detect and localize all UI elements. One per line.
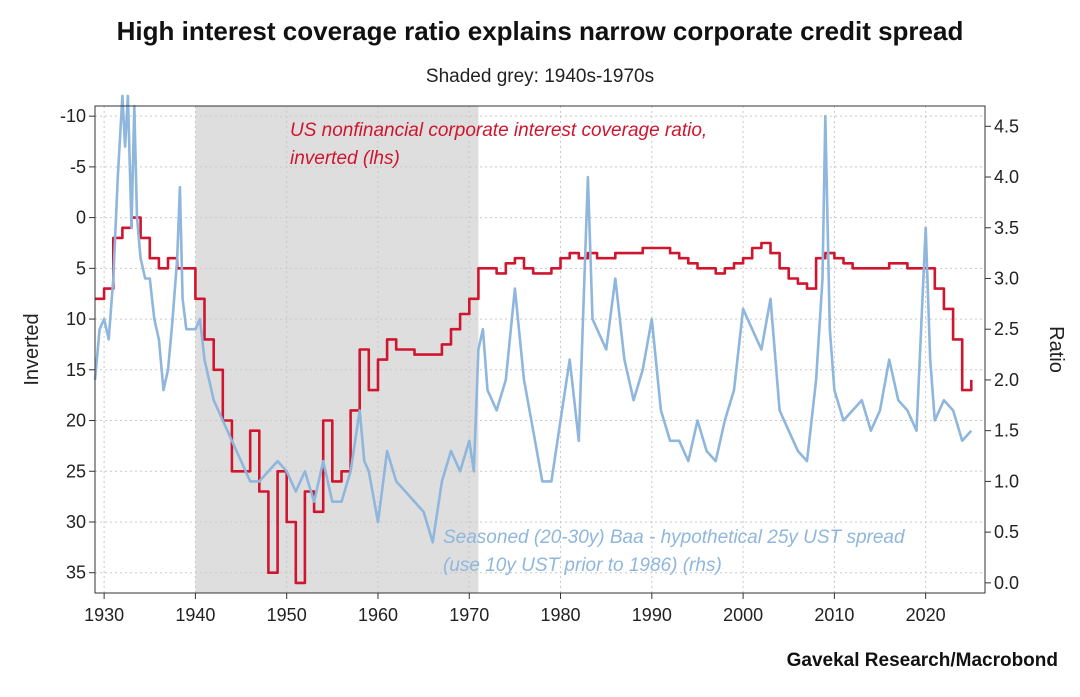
left-tick-label: 15 xyxy=(66,360,86,380)
x-tick-label: 2000 xyxy=(723,605,763,625)
plot-frame xyxy=(94,105,986,594)
series-line-coverage-ratio xyxy=(95,216,973,585)
right-tick-label: 2.5 xyxy=(994,319,1019,339)
right-tick-label: 3.5 xyxy=(994,218,1019,238)
x-tick-label: 1940 xyxy=(175,605,215,625)
right-tick-label: 4.0 xyxy=(994,167,1019,187)
x-tick-label: 2020 xyxy=(906,605,946,625)
right-tick-label: 2.0 xyxy=(994,370,1019,390)
right-tick-label: 1.0 xyxy=(994,471,1019,491)
x-tick-label: 2010 xyxy=(814,605,854,625)
x-tick-label: 1990 xyxy=(632,605,672,625)
right-tick-label: 4.5 xyxy=(994,116,1019,136)
right-tick-label: 1.5 xyxy=(994,421,1019,441)
left-tick-label: 10 xyxy=(66,309,86,329)
x-tick-label: 1980 xyxy=(541,605,581,625)
right-tick-label: 0.0 xyxy=(994,573,1019,593)
left-tick-label: 5 xyxy=(76,258,86,278)
right-tick-label: 0.5 xyxy=(994,522,1019,542)
right-axis-title: Ratio xyxy=(1045,326,1067,373)
shaded-period xyxy=(195,106,479,593)
series-label-coverage-ratio: US nonfinancial corporate interest cover… xyxy=(290,120,707,141)
x-tick-label: 1970 xyxy=(449,605,489,625)
left-tick-label: 30 xyxy=(66,512,86,532)
chart-subtitle: Shaded grey: 1940s-1970s xyxy=(425,66,655,87)
series-label-coverage-ratio: inverted (lhs) xyxy=(290,148,400,169)
series-label-credit-spread: Seasoned (20-30y) Baa - hypothetical 25y… xyxy=(443,527,906,548)
chart-title: High interest coverage ratio explains na… xyxy=(116,16,964,46)
left-tick-label: 0 xyxy=(76,208,86,228)
x-tick-label: 1930 xyxy=(84,605,124,625)
series-annotations: US nonfinancial corporate interest cover… xyxy=(290,120,906,576)
series-line-credit-spread xyxy=(93,94,973,544)
left-tick-label: -5 xyxy=(70,157,86,177)
left-tick-label: 35 xyxy=(66,563,86,583)
left-tick-label: 25 xyxy=(66,461,86,481)
axis-ticks: -10 -5 0 5 10 15 20 25 30 35 0.0 0.5 1.0 1.5 2.0 2.5 3.0… xyxy=(60,106,1019,625)
left-axis-title: Inverted xyxy=(21,313,43,385)
x-tick-label: 1960 xyxy=(358,605,398,625)
plot-border xyxy=(94,105,986,594)
x-tick-label: 1950 xyxy=(267,605,307,625)
series-lines xyxy=(93,94,973,585)
left-tick-label: -10 xyxy=(60,106,86,126)
series-label-credit-spread: (use 10y UST prior to 1986) (rhs) xyxy=(443,555,722,576)
left-tick-label: 20 xyxy=(66,411,86,431)
axis-labels: Inverted Ratio xyxy=(21,313,1067,385)
chart-source: Gavekal Research/Macrobond xyxy=(786,650,1058,671)
right-tick-label: 3.0 xyxy=(994,268,1019,288)
shaded-region xyxy=(195,106,479,593)
